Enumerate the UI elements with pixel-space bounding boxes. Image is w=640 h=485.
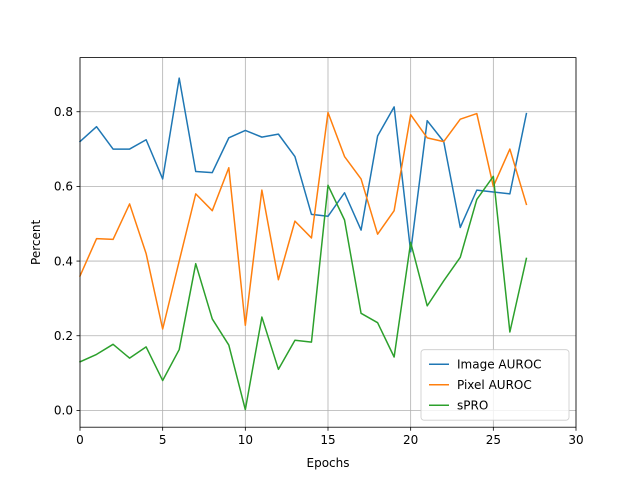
series-line-pixel-auroc: [79, 111, 528, 330]
x-tick-label: 15: [320, 433, 335, 447]
x-tick-label: 10: [238, 433, 253, 447]
legend-label: Pixel AUROC: [457, 378, 532, 392]
legend-label: Image AUROC: [457, 358, 542, 372]
y-tick-label: 0.4: [54, 254, 73, 268]
legend-label: sPRO: [457, 399, 488, 413]
series-line-spro: [79, 175, 528, 411]
x-tick-label: 5: [159, 433, 167, 447]
y-axis-label: Percent: [29, 220, 43, 265]
x-axis-label: Epochs: [307, 456, 350, 470]
y-tick-label: 0.0: [54, 404, 73, 418]
y-tick-label: 0.6: [54, 180, 73, 194]
x-tick-label: 30: [568, 433, 583, 447]
y-tick-label: 0.8: [54, 105, 73, 119]
series-line-image-auroc: [78, 77, 528, 253]
legend-box: [420, 349, 570, 421]
x-tick-label: 25: [486, 433, 501, 447]
axis-ticks: 0 5 10 15 20 25 30 0.0 0.2 0.4 0.6 0.8: [54, 105, 584, 447]
x-tick-label: 20: [403, 433, 418, 447]
series-lines: [78, 77, 528, 411]
legend: Image AUROC Pixel AUROC sPRO: [420, 349, 570, 421]
y-tick-label: 0.2: [54, 329, 73, 343]
x-tick-label: 0: [76, 433, 84, 447]
